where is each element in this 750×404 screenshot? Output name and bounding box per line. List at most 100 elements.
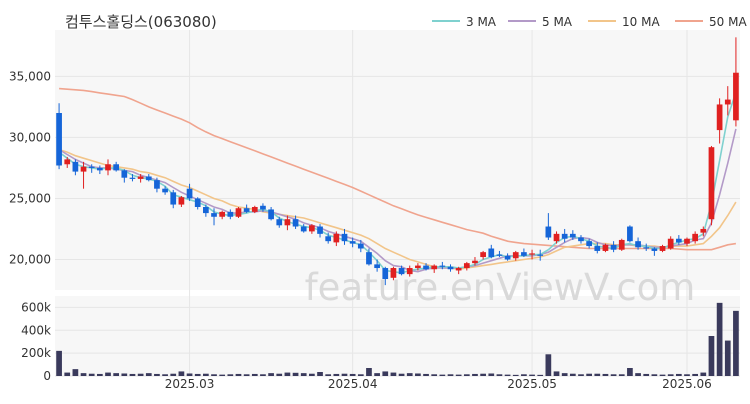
volume-bar xyxy=(700,372,707,376)
volume-bar xyxy=(675,373,682,376)
volume-bar xyxy=(651,374,658,376)
candle-body xyxy=(700,228,707,233)
volume-bar xyxy=(463,374,470,376)
volume-bar xyxy=(243,374,250,376)
volume-bar xyxy=(284,372,291,376)
volume-bar xyxy=(292,372,299,376)
legend: 3 MA 5 MA 10 MA 50 MA xyxy=(432,15,747,29)
candle-body xyxy=(235,208,242,217)
volume-bar xyxy=(455,374,462,376)
candle-body xyxy=(56,113,62,166)
candle-body xyxy=(145,176,152,181)
volume-bar xyxy=(251,373,258,376)
candle-body xyxy=(618,239,625,250)
volume-bar xyxy=(72,369,79,376)
candle-body xyxy=(733,72,739,121)
candle-body xyxy=(382,268,389,280)
volume-bar xyxy=(325,374,332,376)
volume-bar xyxy=(121,373,128,376)
volume-bar xyxy=(512,374,519,376)
volume-bar xyxy=(594,373,601,376)
candle-body xyxy=(488,248,495,258)
volume-bar xyxy=(300,373,307,376)
volume-bar xyxy=(317,372,323,376)
legend-label: 5 MA xyxy=(542,15,573,29)
candle-body xyxy=(692,233,699,242)
candle-body xyxy=(610,244,617,250)
volume-bar xyxy=(627,368,633,376)
volume-bar xyxy=(537,374,544,376)
candle-body xyxy=(251,206,258,212)
candle-body xyxy=(284,219,291,226)
candle-body xyxy=(578,237,584,242)
date-tick-label: 2025.03 xyxy=(165,377,215,391)
candle-body xyxy=(276,219,283,226)
candle-body xyxy=(431,265,438,270)
volume-bar xyxy=(390,372,397,376)
chart-title: 컴투스홀딩스(063080) xyxy=(65,13,217,31)
candle-body xyxy=(96,167,103,171)
volume-bar xyxy=(113,373,120,376)
volume-bar xyxy=(349,373,356,376)
price-tick-label: 30,000 xyxy=(9,130,51,144)
candle-body xyxy=(64,159,71,165)
candle-body xyxy=(170,192,177,205)
plot-background xyxy=(55,30,740,376)
volume-bar xyxy=(276,373,283,376)
volume-tick-label: 0 xyxy=(43,369,51,383)
candle-body xyxy=(227,211,234,217)
candle-body xyxy=(129,177,136,179)
candle-body xyxy=(406,268,413,275)
volume-bar xyxy=(235,373,242,376)
volume-bar xyxy=(309,373,315,376)
volume-bar xyxy=(578,374,584,376)
volume-bar xyxy=(398,373,405,376)
candle-body xyxy=(80,166,87,172)
candle-body xyxy=(219,211,226,217)
volume-bar xyxy=(162,374,168,376)
volume-bar xyxy=(129,373,136,376)
volume-bar xyxy=(439,374,446,376)
volume-bar xyxy=(203,373,209,376)
volume-bar xyxy=(406,373,413,376)
volume-bar xyxy=(529,374,535,376)
volume-bar xyxy=(496,374,503,376)
candle-body xyxy=(333,233,340,243)
volume-bar xyxy=(431,374,438,376)
volume-axis: 0 200k 400k 600k xyxy=(21,300,51,383)
candle-body xyxy=(553,233,560,242)
candle-body xyxy=(398,268,405,275)
legend-label: 3 MA xyxy=(466,15,497,29)
volume-bar xyxy=(56,350,62,376)
candle-body xyxy=(439,265,446,267)
volume-bar xyxy=(357,374,364,376)
volume-bar xyxy=(684,374,690,376)
volume-bar xyxy=(635,373,641,376)
candle-body xyxy=(194,198,201,207)
candle-body xyxy=(300,226,307,232)
price-axis: 20,000 25,000 30,000 35,000 xyxy=(9,69,51,266)
volume-bar xyxy=(692,373,699,376)
legend-label: 10 MA xyxy=(622,15,660,29)
date-tick-label: 2025.06 xyxy=(662,377,712,391)
candle-body xyxy=(390,268,397,278)
volume-bar xyxy=(333,373,340,376)
candle-body xyxy=(341,233,348,242)
candle-body xyxy=(512,252,519,259)
candle-body xyxy=(529,253,535,255)
volume-bar xyxy=(268,373,274,376)
volume-bar xyxy=(488,373,495,376)
volume-bar xyxy=(105,372,111,376)
candle-body xyxy=(716,104,723,131)
price-tick-label: 25,000 xyxy=(9,191,51,205)
candle-body xyxy=(569,233,576,238)
candle-body xyxy=(504,255,511,260)
candle-body xyxy=(211,213,217,217)
candle-body xyxy=(561,233,568,239)
candle-body xyxy=(423,265,429,270)
volume-bar xyxy=(96,373,103,376)
volume-bar xyxy=(382,371,389,376)
volume-bar xyxy=(643,373,650,376)
volume-tick-label: 200k xyxy=(21,346,51,360)
